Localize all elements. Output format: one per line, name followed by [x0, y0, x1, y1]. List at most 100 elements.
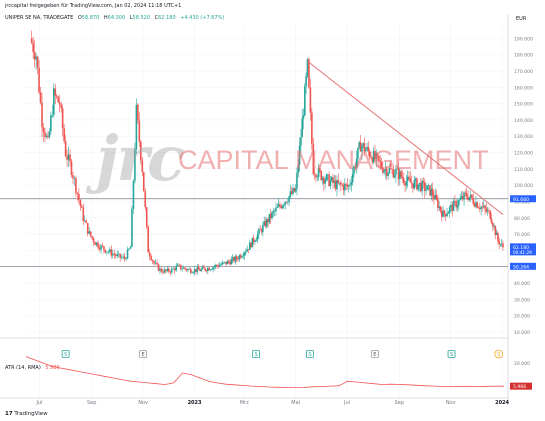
candle-body — [290, 191, 293, 194]
price-axis-tick: 120.000 — [514, 151, 533, 157]
candle-body — [154, 262, 157, 264]
candle-body — [273, 211, 276, 212]
event-marker-letter: S — [64, 352, 67, 358]
candle-body — [475, 202, 477, 207]
tradingview-icon: 17 — [5, 411, 13, 417]
candle-body — [178, 264, 180, 266]
candle-body — [147, 226, 149, 253]
candle-body — [304, 86, 306, 116]
candle-body — [388, 168, 391, 174]
candle-body — [321, 177, 324, 181]
candle-body — [374, 150, 376, 160]
candle-body — [298, 145, 301, 165]
candle-body — [267, 219, 269, 223]
candle-body — [367, 146, 370, 152]
watermark-text: CAPITAL MANAGEMENT — [178, 145, 489, 175]
candle-body — [119, 253, 121, 258]
candle-body — [324, 180, 326, 184]
candle-body — [276, 206, 279, 208]
event-marker[interactable]: S — [494, 349, 504, 359]
candle-body — [399, 171, 401, 180]
candle-body — [38, 67, 40, 93]
event-marker-circle — [494, 349, 504, 359]
candle-body — [245, 251, 247, 253]
candle-body — [494, 226, 497, 236]
candle-body — [481, 206, 484, 208]
grid — [0, 14, 509, 405]
candle-body — [53, 88, 55, 115]
candle-body — [222, 262, 225, 264]
candle-body — [151, 260, 154, 262]
candle-body — [452, 200, 455, 211]
candle-body — [207, 267, 209, 272]
candle-body — [500, 243, 503, 245]
candle-body — [395, 169, 397, 175]
price-axis-tick: 10.000 — [514, 330, 530, 336]
candle-body — [64, 141, 67, 157]
candle-body — [308, 59, 310, 88]
atr-legend: ATR (14, RMA) 5.986 — [5, 365, 60, 371]
event-marker[interactable]: S — [447, 350, 456, 359]
horizontal-lines — [0, 198, 508, 267]
candle-body — [201, 267, 204, 270]
candle-body — [463, 192, 465, 200]
candle-body — [451, 204, 454, 211]
candle-body — [312, 143, 315, 175]
candle-body — [254, 241, 256, 243]
event-marker[interactable]: S — [252, 350, 260, 359]
candle-body — [328, 174, 330, 187]
event-marker[interactable]: E — [370, 350, 379, 359]
ohlc-l: L58.520 — [129, 15, 151, 21]
candle-body — [378, 156, 380, 161]
candle-body — [342, 185, 345, 191]
candle-body — [337, 180, 340, 184]
currency-label[interactable]: EUR — [516, 16, 527, 22]
ohlc-o: O58.870 — [77, 15, 100, 21]
candle-body — [60, 105, 62, 109]
candle-body — [410, 182, 413, 184]
candle-body — [246, 249, 248, 252]
atr-label: ATR (14, RMA) — [5, 365, 41, 371]
ohlc-c: C62.180 — [154, 15, 176, 21]
symbol-name[interactable]: UNIPER SE NA, TRADEGATE — [5, 15, 74, 21]
candle-body — [50, 115, 52, 132]
candle-body — [250, 242, 252, 248]
candle-body — [263, 221, 265, 225]
candle-body — [81, 205, 83, 208]
candle-body — [316, 176, 319, 178]
candle-body — [66, 156, 68, 160]
event-marker[interactable]: E — [139, 350, 148, 359]
event-marker-letter: S — [308, 352, 311, 358]
candle-body — [184, 267, 186, 269]
candle-body — [156, 262, 158, 265]
candle-body — [248, 242, 251, 250]
candle-body — [323, 177, 325, 184]
candle-body — [45, 135, 48, 137]
candle-body — [191, 272, 193, 274]
candle-body — [317, 168, 320, 177]
candle-body — [125, 258, 127, 260]
candle-body — [54, 88, 57, 96]
candle-body — [268, 213, 271, 223]
candle-body — [165, 269, 167, 272]
time-axis-tick: Sep — [87, 400, 96, 406]
candle-body — [169, 271, 172, 273]
atr-line — [25, 356, 505, 389]
price-axis: 190.000 180.000 170.000 160.000 150.000 140.0… — [514, 36, 533, 336]
event-marker[interactable]: S — [61, 350, 70, 359]
candle-body — [132, 180, 135, 209]
candle-body — [251, 237, 254, 248]
candle-body — [238, 255, 241, 260]
candle-body — [122, 256, 124, 258]
candle-body — [498, 240, 500, 245]
candle-body — [467, 196, 469, 201]
tradingview-logo[interactable]: 17 TradingView — [5, 411, 48, 417]
candle-body — [239, 255, 242, 258]
price-axis-tick: 70.000 — [514, 232, 530, 238]
candle-body — [94, 242, 96, 246]
candle-body — [160, 268, 163, 272]
candle-body — [179, 264, 182, 270]
event-marker-letter: S — [254, 352, 257, 358]
event-marker[interactable]: S — [306, 350, 314, 359]
